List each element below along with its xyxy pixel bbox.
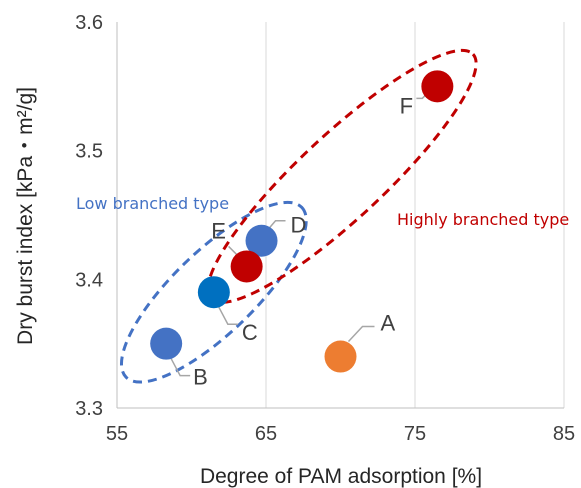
y-tick-labels: 3.3 3.4 3.5 3.6 [75,12,103,420]
point-label: E [211,218,226,243]
point-label: B [193,365,208,390]
point-label: A [381,311,396,336]
leader-line [268,219,286,229]
x-tick-label: 75 [404,423,426,445]
point-label: D [291,213,307,238]
leader-line [218,306,238,325]
data-points [150,70,454,373]
x-axis-title: Degree of PAM adsorption [%] [200,465,482,488]
leader-line [170,358,191,377]
data-point [421,70,454,103]
group-label: Low branched type [76,194,229,213]
group-ellipse [206,48,478,304]
data-point [150,327,183,360]
y-tick-label: 3.3 [75,398,103,420]
grid-lines [265,22,565,408]
data-point [324,340,357,373]
point-label: C [242,320,258,345]
data-point [230,250,263,283]
point-labels: A B C D E F [193,93,413,389]
x-tick-label: 65 [255,423,277,445]
leader-line [347,325,375,343]
y-tick-label: 3.5 [75,141,103,163]
data-point [197,276,230,309]
data-point [245,224,278,257]
group-label: Highly branched type [397,210,569,229]
x-tick-label: 55 [106,423,128,445]
leader-lines [170,92,428,377]
group-ellipses: Low branched type Highly branched type [76,48,569,384]
x-tick-label: 85 [553,423,575,445]
y-axis-title: Dry burst index [kPa・m²/g] [14,87,37,345]
point-label: F [400,93,413,118]
group-ellipse [119,200,308,384]
leader-line [228,245,239,256]
y-tick-label: 3.4 [75,269,103,291]
x-tick-labels: 55 65 75 85 [106,423,575,445]
y-tick-label: 3.6 [75,12,103,34]
